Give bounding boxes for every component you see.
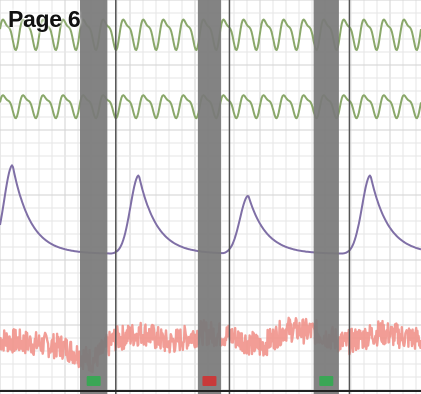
question-band-1 xyxy=(79,0,108,394)
page-label: Page 6 xyxy=(8,6,81,32)
question-band-3 xyxy=(313,0,339,394)
question-marker-3 xyxy=(319,376,334,386)
question-band-2 xyxy=(197,0,222,394)
question-marker-2 xyxy=(202,376,217,386)
question-marker-1 xyxy=(86,376,101,386)
